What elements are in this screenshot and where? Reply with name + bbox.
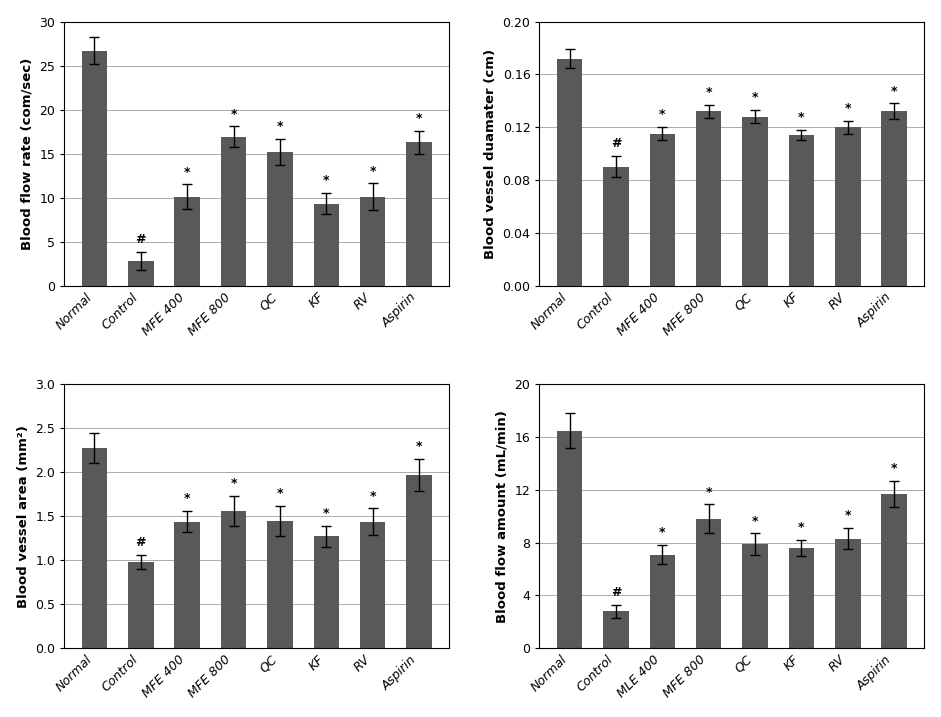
Bar bbox=[882, 111, 907, 285]
Text: *: * bbox=[845, 102, 851, 115]
Text: *: * bbox=[183, 166, 190, 179]
Text: *: * bbox=[752, 91, 758, 104]
Bar bbox=[789, 548, 814, 648]
Text: *: * bbox=[277, 487, 283, 500]
Text: #: # bbox=[611, 586, 621, 599]
Bar bbox=[407, 475, 432, 648]
Text: *: * bbox=[277, 120, 283, 133]
Text: #: # bbox=[136, 536, 146, 549]
Text: *: * bbox=[659, 108, 665, 121]
Bar bbox=[835, 538, 861, 648]
Text: *: * bbox=[891, 462, 898, 475]
Text: *: * bbox=[183, 492, 190, 505]
Text: *: * bbox=[231, 108, 237, 120]
Bar bbox=[696, 111, 722, 285]
Bar bbox=[267, 152, 293, 285]
Bar bbox=[359, 521, 386, 648]
Bar bbox=[407, 142, 432, 285]
Bar bbox=[267, 521, 293, 648]
Bar bbox=[313, 536, 339, 648]
Bar bbox=[174, 196, 199, 285]
Bar bbox=[882, 494, 907, 648]
Bar bbox=[128, 562, 153, 648]
Text: *: * bbox=[323, 507, 329, 520]
Bar bbox=[557, 430, 582, 648]
Y-axis label: Blood vessel duamater (cm): Blood vessel duamater (cm) bbox=[484, 49, 497, 259]
Text: *: * bbox=[323, 174, 329, 187]
Text: *: * bbox=[891, 85, 898, 98]
Text: *: * bbox=[798, 111, 805, 124]
Bar bbox=[789, 135, 814, 285]
Text: #: # bbox=[136, 233, 146, 247]
Bar bbox=[603, 167, 629, 285]
Bar bbox=[313, 204, 339, 285]
Bar bbox=[359, 196, 386, 285]
Bar bbox=[557, 59, 582, 285]
Bar bbox=[742, 544, 768, 648]
Text: *: * bbox=[416, 112, 423, 125]
Bar bbox=[742, 117, 768, 285]
Bar bbox=[82, 447, 107, 648]
Bar bbox=[603, 612, 629, 648]
Bar bbox=[835, 127, 861, 285]
Bar bbox=[221, 137, 247, 285]
Bar bbox=[128, 261, 153, 285]
Text: *: * bbox=[231, 478, 237, 490]
Text: *: * bbox=[370, 165, 375, 178]
Y-axis label: Blood flow amount (mL/min): Blood flow amount (mL/min) bbox=[496, 410, 509, 622]
Bar bbox=[696, 519, 722, 648]
Text: *: * bbox=[798, 521, 805, 534]
Bar bbox=[82, 51, 107, 285]
Text: *: * bbox=[845, 509, 851, 522]
Y-axis label: Blood flow rate (com/sec): Blood flow rate (com/sec) bbox=[21, 57, 34, 250]
Y-axis label: Blood vessel area (mm²): Blood vessel area (mm²) bbox=[17, 424, 30, 608]
Bar bbox=[221, 511, 247, 648]
Bar bbox=[174, 521, 199, 648]
Bar bbox=[649, 554, 675, 648]
Text: *: * bbox=[706, 485, 712, 498]
Text: #: # bbox=[611, 138, 621, 151]
Text: *: * bbox=[416, 440, 423, 453]
Text: *: * bbox=[706, 86, 712, 99]
Bar bbox=[649, 134, 675, 285]
Text: *: * bbox=[659, 526, 665, 539]
Text: *: * bbox=[752, 515, 758, 528]
Text: *: * bbox=[370, 490, 375, 503]
